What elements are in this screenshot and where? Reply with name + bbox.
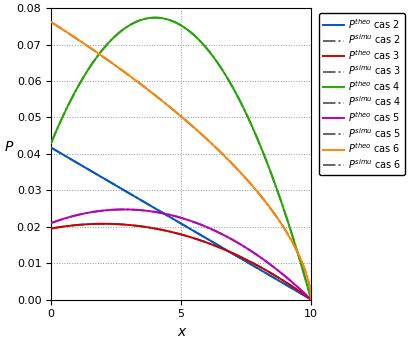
X-axis label: x: x [177,325,185,339]
Legend: $P^{theo}$ cas 2, $P^{simu}$ cas 2, $P^{theo}$ cas 3, $P^{simu}$ cas 3, $P^{theo: $P^{theo}$ cas 2, $P^{simu}$ cas 2, $P^{… [318,13,404,175]
Y-axis label: P: P [4,140,13,154]
